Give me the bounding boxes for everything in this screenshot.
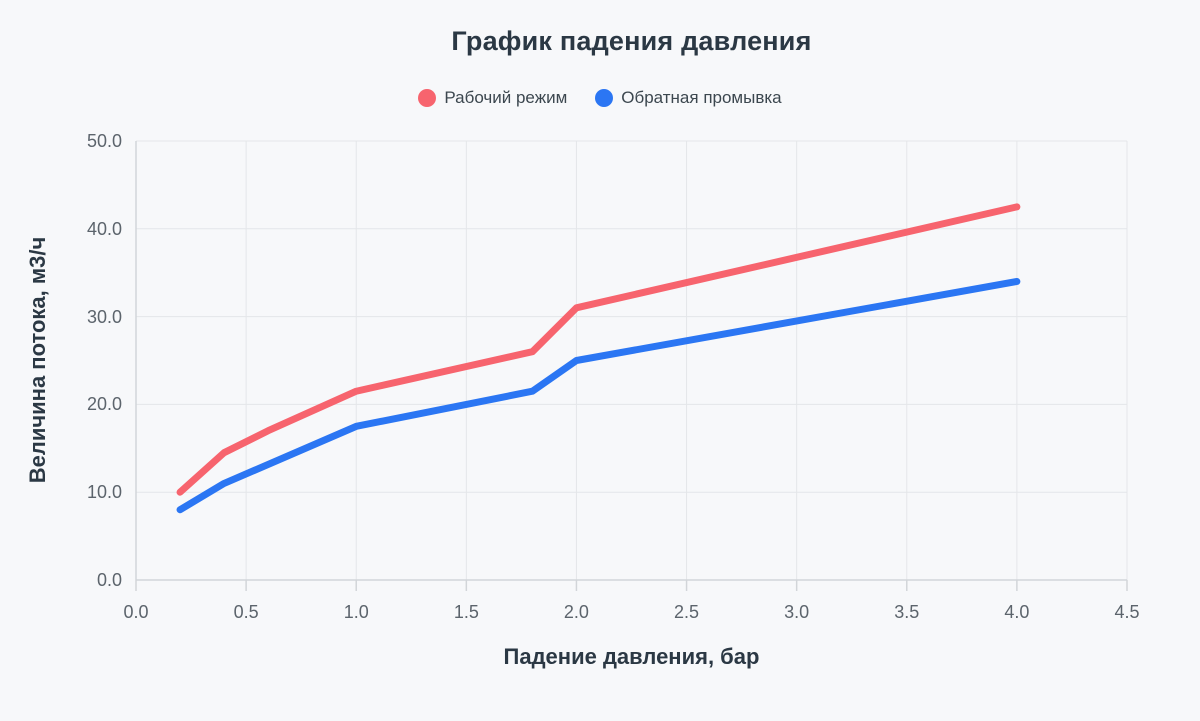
backwash-dot-icon xyxy=(595,89,614,107)
legend-item-label: Рабочий режим xyxy=(444,88,568,107)
legend-item-label: Обратная промывка xyxy=(621,88,782,107)
work-mode-dot-icon xyxy=(418,89,437,107)
backwash-series-line xyxy=(176,277,1021,514)
legend-item-work-mode[interactable]: Рабочий режим xyxy=(418,88,567,108)
work-mode-series-line xyxy=(176,203,1021,496)
chart-legend: Рабочий режим Обратная промывка xyxy=(0,85,1200,111)
legend-item-backwash[interactable]: Обратная промывка xyxy=(595,88,782,108)
x-axis-title: Падение давления, бар xyxy=(503,644,760,669)
chart-title: График падения давления xyxy=(451,26,812,56)
y-axis-title: Величина потока, м3/ч xyxy=(25,236,50,484)
